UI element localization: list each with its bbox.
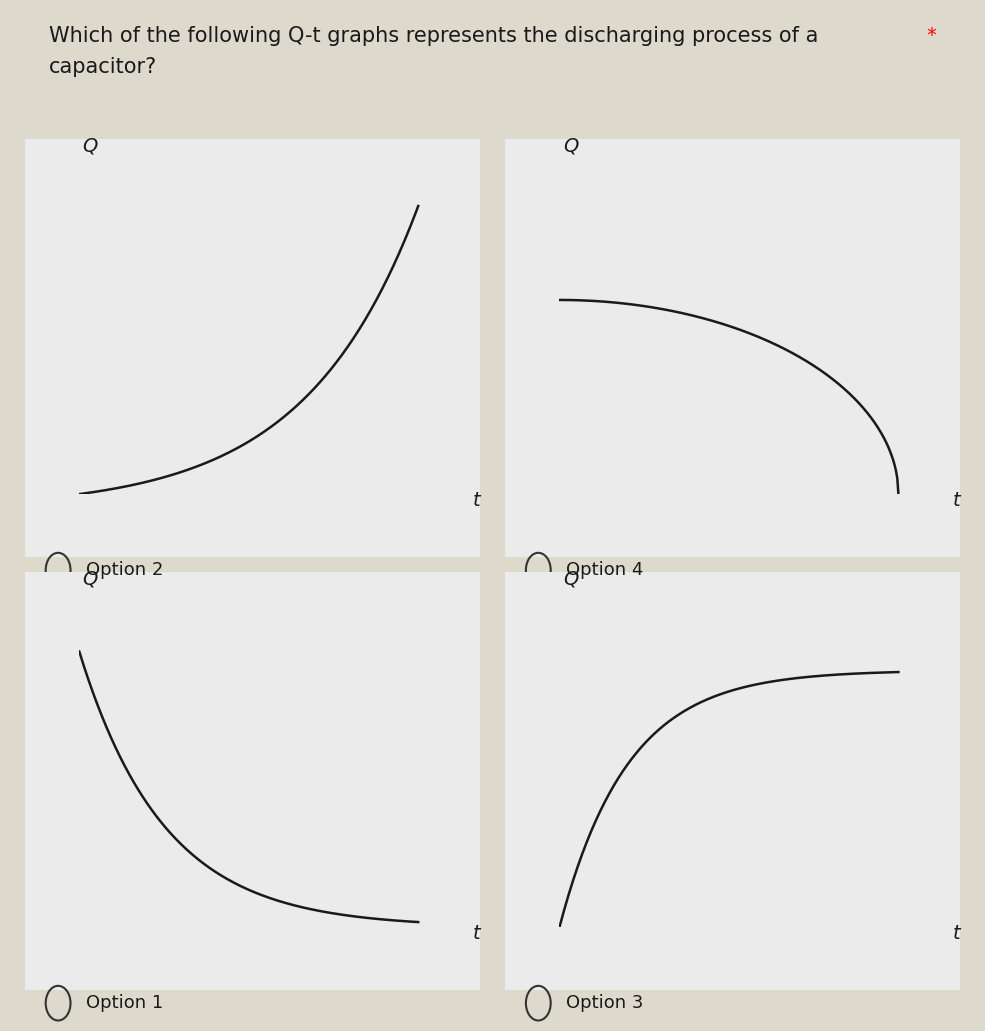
Text: t: t (953, 491, 960, 510)
Text: Q: Q (83, 137, 98, 156)
Text: t: t (953, 924, 960, 943)
Text: Which of the following Q-t graphs represents the discharging process of a: Which of the following Q-t graphs repres… (49, 26, 819, 45)
Text: Option 4: Option 4 (566, 561, 643, 579)
Text: Option 1: Option 1 (86, 994, 163, 1012)
Text: t: t (473, 491, 481, 510)
Text: t: t (473, 924, 481, 943)
Text: Option 2: Option 2 (86, 561, 164, 579)
Text: Q: Q (562, 137, 578, 156)
Text: Q: Q (562, 570, 578, 589)
Text: Option 3: Option 3 (566, 994, 643, 1012)
FancyBboxPatch shape (500, 568, 965, 994)
FancyBboxPatch shape (500, 135, 965, 561)
FancyBboxPatch shape (20, 135, 485, 561)
Text: Q: Q (83, 570, 98, 589)
FancyBboxPatch shape (20, 568, 485, 994)
Text: capacitor?: capacitor? (49, 57, 158, 76)
Text: *: * (926, 26, 936, 44)
